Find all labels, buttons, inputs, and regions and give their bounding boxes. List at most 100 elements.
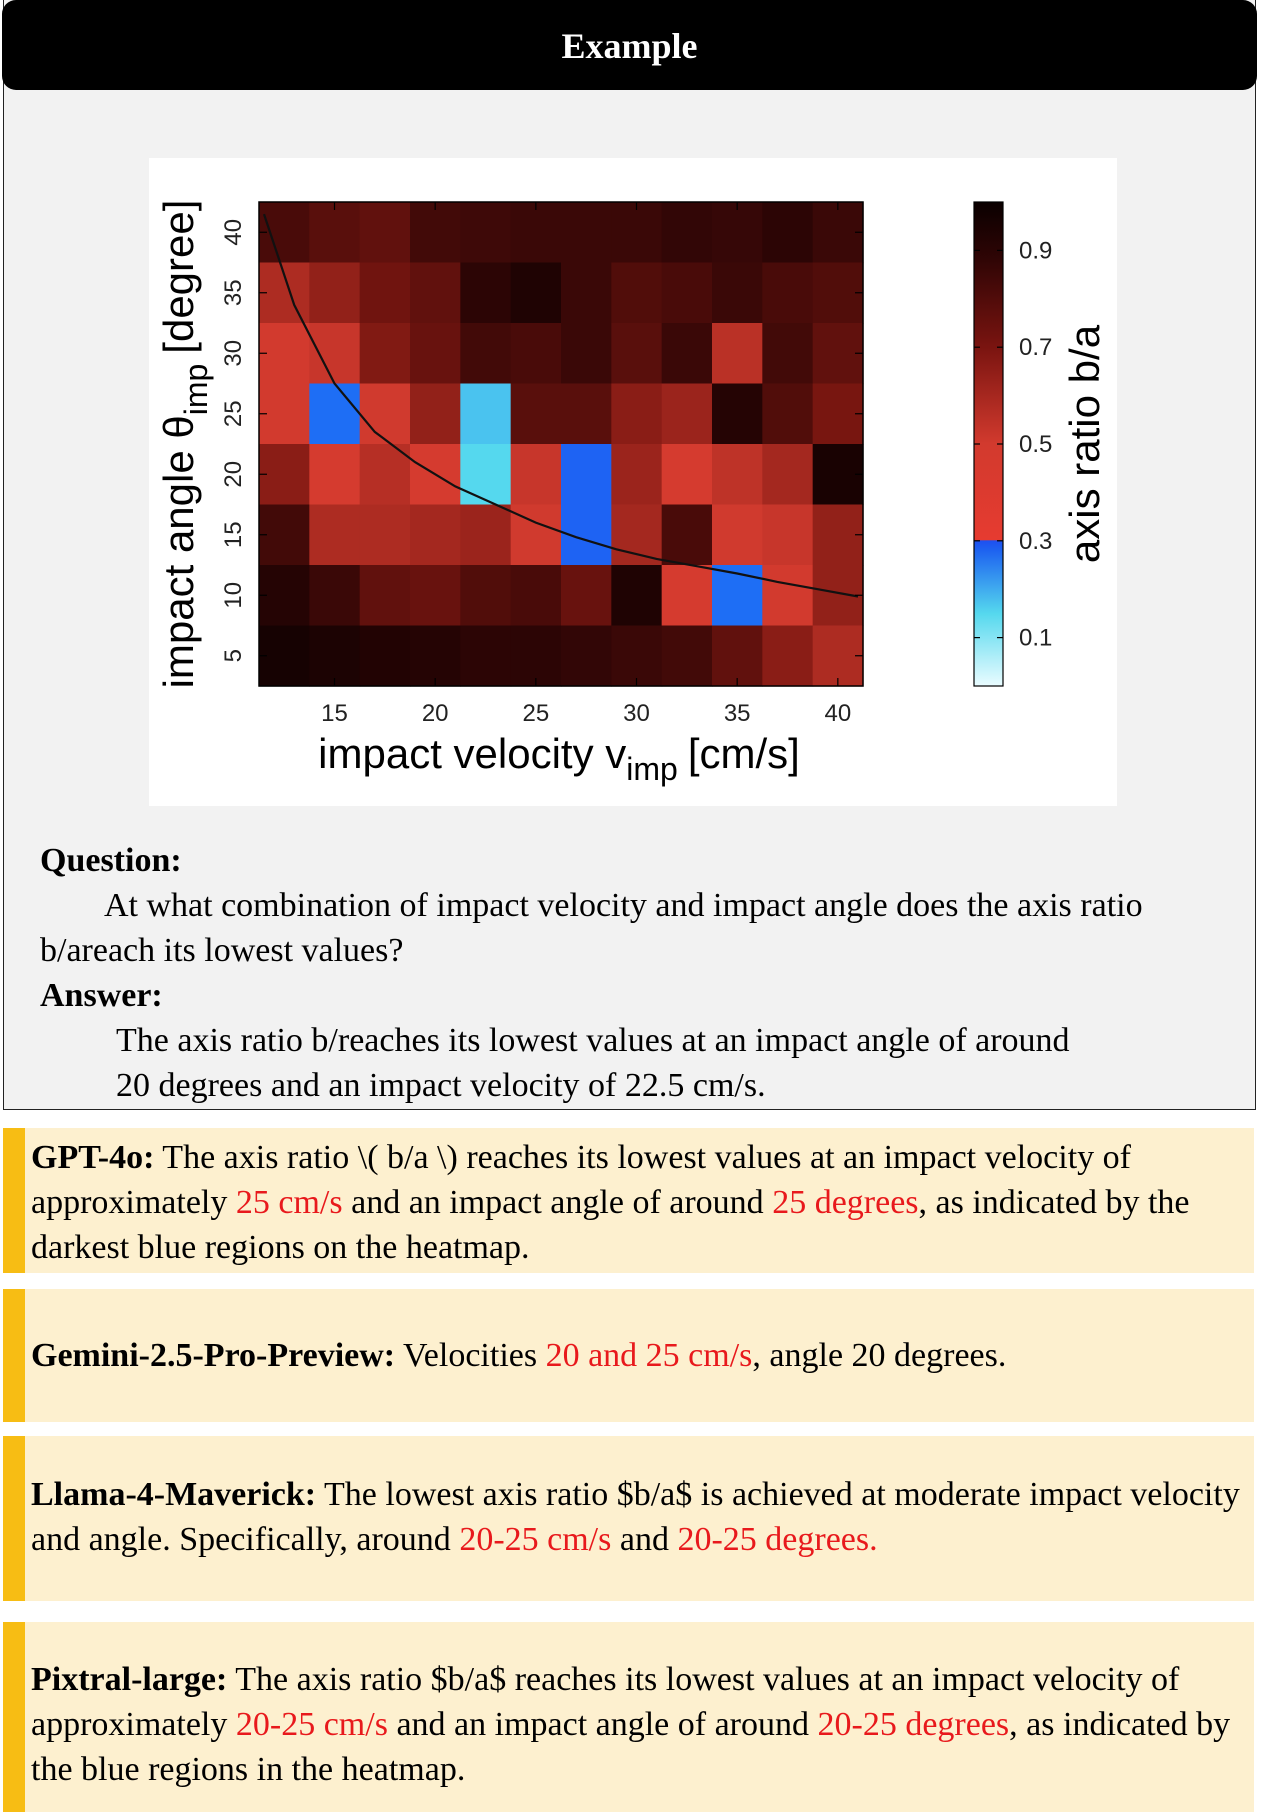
heatmap-cell [661,504,713,566]
heatmap-cell [762,565,814,627]
heatmap-cell [712,202,763,264]
response-fragment: The axis ratio $b/a$ reaches its lowest … [31,1661,1180,1743]
model-name: Gemini-2.5-Pro-Preview: [31,1337,396,1374]
heatmap-cell [712,625,763,687]
heatmap-cell [359,565,411,627]
x-axis-label-subscript: imp [626,751,678,787]
response-fragment: , as indicated by the blue regions in th… [31,1706,1231,1788]
heatmap-cell [561,444,612,506]
answer-line-2: 20 degrees and an impact velocity of 22.… [116,1067,766,1104]
heatmap-cell [460,323,512,385]
y-axis-ticks: 5 10 15 20 25 30 35 40 [220,219,863,662]
heatmap-cell [460,262,512,324]
heatmap-cell [712,323,763,385]
example-title: Example [561,26,698,66]
colorbar-tick-label: 0.1 [1019,625,1052,652]
heatmap-cell [712,262,763,324]
heatmap-cell [259,383,310,445]
highlighted-answer: 20-25 cm/s [459,1521,612,1558]
y-axis-label-main: impact angle θ [155,415,202,688]
response-text: Pixtral-large: The axis ratio $b/a$ reac… [31,1657,1244,1792]
colorbar-tick-label: 0.3 [1019,528,1052,555]
heatmap-chart: 15 20 25 30 35 40 5 10 15 20 25 30 35 40 impact velo… [155,200,1108,787]
colorbar-ticks: 0.1 0.3 0.5 0.7 0.9 [974,237,1052,652]
y-tick-label: 15 [220,521,247,548]
heatmap-cell [561,323,612,385]
highlighted-answer: 20 and 25 cm/s [545,1337,753,1374]
heatmap-cell [611,262,663,324]
response-fragment: and an impact angle of around [342,1184,773,1221]
response-fragment: The axis ratio \( b/a \) reaches its low… [31,1139,1131,1221]
heatmap-cell [309,262,361,324]
heatmap-cell [611,323,663,385]
model-name: Llama-4-Maverick: [31,1476,317,1513]
colorbar-label: axis ratio b/a [1061,324,1108,563]
heatmap-cell [410,625,461,687]
heatmap-cell [762,444,814,506]
heatmap-cell [561,262,612,324]
heatmap-cell [712,383,763,445]
heatmap-cell [762,262,814,324]
heatmap-cell [661,625,713,687]
heatmap-cell [259,625,310,687]
heatmap-cell [561,383,612,445]
heatmap-cell [712,504,763,566]
heatmap-cell [359,323,411,385]
heatmap-cell [762,323,814,385]
answer-line-1: The axis ratio b/reaches its lowest valu… [116,1022,1070,1059]
heatmap-cell [410,202,461,264]
model-name: Pixtral-large: [31,1661,228,1698]
heatmap-cell [359,504,411,566]
y-tick-label: 10 [220,582,247,609]
heatmap-cell [510,625,562,687]
response-gpt4o: GPT-4o: The axis ratio \( b/a \) reaches… [3,1128,1254,1273]
heatmap-cell [460,504,512,566]
x-tick-label: 25 [522,700,549,727]
y-tick-label: 20 [220,461,247,488]
heatmap-cell [309,504,361,566]
model-name: GPT-4o: [31,1139,155,1176]
accent-bar [3,1289,25,1422]
heatmap-cell [561,202,612,264]
x-tick-label: 30 [623,700,650,727]
x-axis-label-unit: [cm/s] [688,730,800,777]
y-axis-label-unit: [degree] [155,200,202,354]
y-tick-label: 35 [220,279,247,306]
question-text: At what combination of impact velocity a… [40,887,1143,969]
heatmap-cell [661,323,713,385]
heatmap-cell [661,383,713,445]
x-tick-label: 35 [724,700,751,727]
heatmap-cell [359,202,411,264]
accent-bar [3,1622,25,1812]
response-fragment: and [611,1521,678,1558]
heatmap-cell [460,565,512,627]
heatmap-cell [661,202,713,264]
response-fragment: , angle 20 degrees. [752,1337,1007,1374]
heatmap-cell [762,625,814,687]
colorbar-tick-label: 0.9 [1019,237,1052,264]
example-header: Example [2,0,1257,90]
heatmap-cell [762,383,814,445]
heatmap-cell [712,444,763,506]
x-tick-label: 15 [321,700,348,727]
heatmap-cell [661,262,713,324]
heatmap-cell [611,565,663,627]
accent-bar [3,1436,25,1601]
heatmap-cell [460,444,512,506]
highlighted-answer: 25 cm/s [235,1184,343,1221]
heatmap-cell [309,202,361,264]
y-tick-label: 5 [220,649,247,662]
heatmap-cell [460,383,512,445]
response-text: Gemini-2.5-Pro-Preview: Velocities 20 an… [31,1333,1244,1378]
heatmap-cell [661,565,713,627]
heatmap-cell [510,444,562,506]
colorbar-tick-label: 0.5 [1019,431,1052,458]
heatmap-cell [309,323,361,385]
response-llama: Llama-4-Maverick: The lowest axis ratio … [3,1436,1254,1601]
response-text: GPT-4o: The axis ratio \( b/a \) reaches… [31,1135,1244,1270]
response-text: Llama-4-Maverick: The lowest axis ratio … [31,1472,1244,1562]
heatmap-cell [359,444,411,506]
heatmap-cell [309,444,361,506]
heatmap-cell [510,323,562,385]
heatmap-cell [561,565,612,627]
